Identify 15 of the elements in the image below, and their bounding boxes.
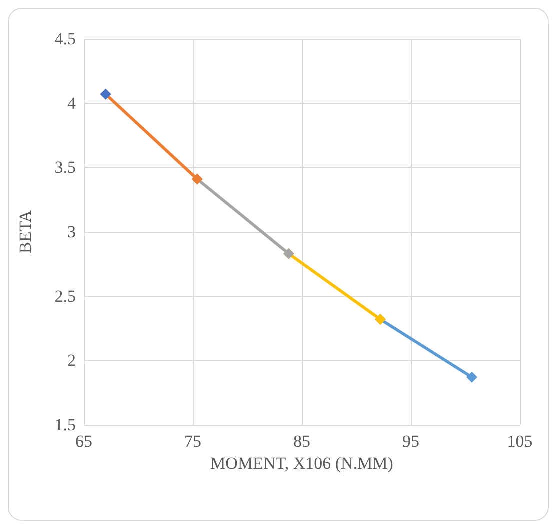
y-tick-label: 2.5 (54, 286, 76, 306)
y-tick-label: 3.5 (54, 158, 76, 178)
y-tick-label: 2 (68, 351, 76, 370)
y-axis-title: BETA (16, 210, 35, 254)
x-tick-label: 95 (402, 432, 420, 451)
y-tick-label: 4.5 (54, 30, 76, 48)
x-axis-title: MOMENT, X106 (N.MM) (210, 454, 394, 473)
x-tick-label: 105 (507, 432, 533, 451)
x-tick-label: 85 (294, 432, 310, 451)
y-tick-label: 3 (68, 222, 76, 242)
x-tick-label: 75 (184, 432, 202, 451)
y-tick-label: 1.5 (54, 416, 76, 434)
x-tick-label: 65 (76, 432, 92, 451)
y-tick-label: 4 (68, 94, 76, 113)
point (466, 372, 478, 383)
